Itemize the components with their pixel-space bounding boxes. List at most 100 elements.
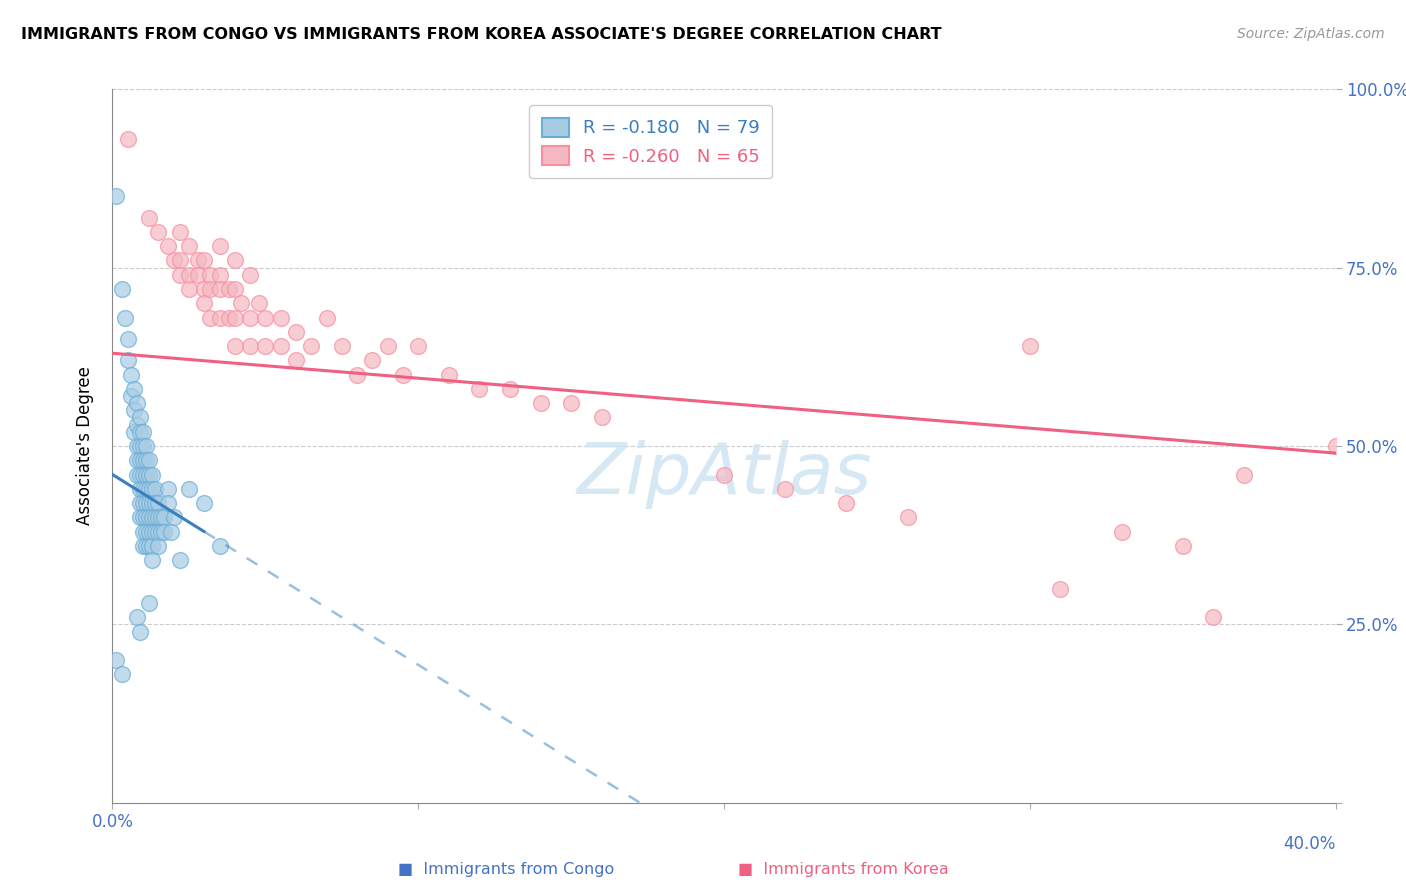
Point [120,368,142,382]
Point [1111,524,1133,539]
Point [169,268,191,282]
Point [129,467,152,482]
Point [132,439,155,453]
Point [129,496,152,510]
Point [148,524,170,539]
Point [299,339,322,353]
Point [129,439,152,453]
Text: 40.0%: 40.0% [1284,835,1336,853]
Point [135,510,157,524]
Point [148,225,170,239]
Point [159,524,181,539]
Point [200,268,222,282]
Point [138,496,160,510]
Y-axis label: Associate's Degree: Associate's Degree [76,367,94,525]
Point [132,425,155,439]
Point [270,339,292,353]
Point [530,396,553,410]
Point [125,610,148,624]
Point [135,539,157,553]
Point [143,524,166,539]
Point [141,524,163,539]
Point [315,310,337,325]
Point [239,339,262,353]
Point [111,282,134,296]
Point [254,339,277,353]
Point [135,467,157,482]
Point [229,296,252,310]
Point [361,353,384,368]
Point [775,482,797,496]
Point [1324,439,1347,453]
Point [239,268,262,282]
Point [193,253,215,268]
Point [129,482,152,496]
Point [141,467,163,482]
Point [125,417,148,432]
Point [193,282,215,296]
Point [122,425,145,439]
Point [132,539,155,553]
Point [153,524,176,539]
Text: IMMIGRANTS FROM CONGO VS IMMIGRANTS FROM KOREA ASSOCIATE'S DEGREE CORRELATION CH: IMMIGRANTS FROM CONGO VS IMMIGRANTS FROM… [21,27,942,42]
Point [1202,610,1225,624]
Point [193,496,215,510]
Point [187,268,209,282]
Point [499,382,522,396]
Point [129,510,152,524]
Point [153,510,176,524]
Text: ■  Immigrants from Congo: ■ Immigrants from Congo [398,863,614,877]
Point [169,553,191,567]
Point [224,282,246,296]
Point [208,310,231,325]
Point [135,524,157,539]
Point [138,524,160,539]
Point [138,539,160,553]
Point [208,539,231,553]
Point [132,467,155,482]
Text: Source: ZipAtlas.com: Source: ZipAtlas.com [1237,27,1385,41]
Point [177,268,200,282]
Point [138,510,160,524]
Point [224,253,246,268]
Point [437,368,460,382]
Point [224,310,246,325]
Point [591,410,613,425]
Point [143,496,166,510]
Point [125,396,148,410]
Point [224,339,246,353]
Point [141,510,163,524]
Point [208,282,231,296]
Legend: R = -0.180   N = 79, R = -0.260   N = 65: R = -0.180 N = 79, R = -0.260 N = 65 [529,105,772,178]
Point [117,353,139,368]
Point [254,310,277,325]
Text: ■  Immigrants from Korea: ■ Immigrants from Korea [738,863,949,877]
Point [104,653,127,667]
Point [135,453,157,467]
Point [129,410,152,425]
Point [346,368,368,382]
Point [392,368,415,382]
Point [163,253,186,268]
Point [208,239,231,253]
Point [129,425,152,439]
Point [141,496,163,510]
Point [177,282,200,296]
Point [138,211,160,225]
Point [835,496,858,510]
Point [132,510,155,524]
Point [114,310,136,325]
Point [132,482,155,496]
Point [200,310,222,325]
Point [330,339,353,353]
Point [117,332,139,346]
Point [141,539,163,553]
Point [129,453,152,467]
Point [284,325,308,339]
Point [377,339,399,353]
Point [132,496,155,510]
Point [156,496,179,510]
Point [135,439,157,453]
Point [187,253,209,268]
Point [148,496,170,510]
